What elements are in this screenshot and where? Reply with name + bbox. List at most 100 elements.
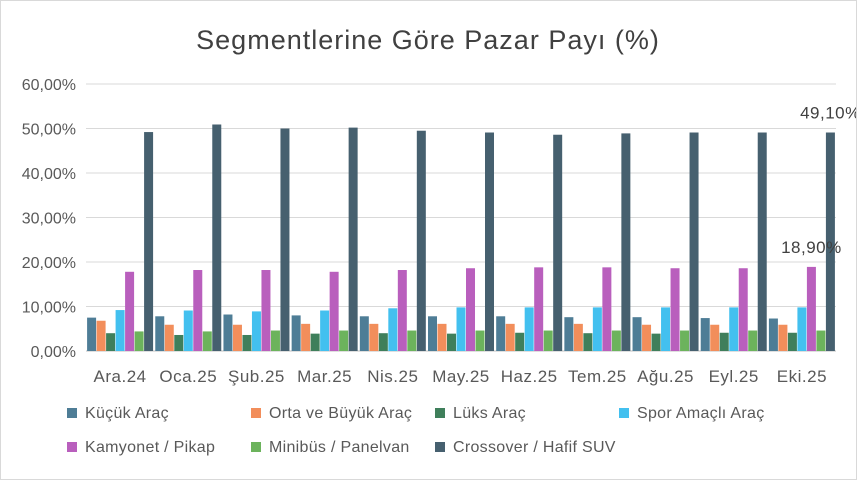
bar xyxy=(359,316,369,351)
bar xyxy=(768,318,778,351)
legend-label: Küçük Araç xyxy=(85,405,169,422)
legend-label: Crossover / Hafif SUV xyxy=(453,439,616,456)
bar xyxy=(583,333,593,351)
bar xyxy=(212,124,222,352)
bar xyxy=(797,307,807,351)
bar xyxy=(748,330,758,351)
bar xyxy=(164,324,174,351)
legend-item: Orta ve Büyük Araç xyxy=(251,405,412,422)
bar xyxy=(407,330,417,351)
bar xyxy=(291,315,301,351)
bar xyxy=(428,316,437,351)
bar xyxy=(193,270,203,351)
bar xyxy=(251,311,261,351)
chart-title: Segmentlerine Göre Pazar Payı (%) xyxy=(196,25,660,55)
bar xyxy=(485,132,494,351)
y-tick-label: 10,00% xyxy=(22,300,76,317)
bar xyxy=(778,324,788,351)
bar xyxy=(348,127,358,351)
bar xyxy=(710,324,720,351)
bar xyxy=(592,307,602,351)
bar xyxy=(329,271,339,351)
data-label: 49,10% xyxy=(800,104,856,123)
legend-item: Küçük Araç xyxy=(67,405,169,422)
bar xyxy=(447,333,456,351)
x-tick-label: Tem.25 xyxy=(568,367,627,386)
bar xyxy=(456,307,466,351)
bar xyxy=(564,317,574,351)
legend-item: Spor Amaçlı Araç xyxy=(619,405,764,422)
bar xyxy=(611,330,621,351)
bar xyxy=(689,132,699,351)
legend-item: Kamyonet / Pikap xyxy=(67,439,215,456)
bar xyxy=(397,270,407,351)
bar xyxy=(632,317,642,351)
bar xyxy=(183,310,193,351)
legend-swatch xyxy=(251,442,261,452)
bar xyxy=(505,323,515,351)
bar xyxy=(738,268,748,351)
bar xyxy=(232,324,242,351)
bar xyxy=(223,314,233,351)
bar xyxy=(174,334,184,351)
legend: Küçük Araç Orta ve Büyük Araç Lüks Araç Spo… xyxy=(67,405,764,456)
x-tick-label: Ara.24 xyxy=(94,367,147,386)
data-labels: 49,10% 18,90% xyxy=(781,104,857,257)
legend-label: Minibüs / Panelvan xyxy=(269,439,410,456)
bar xyxy=(106,333,116,351)
legend-item: Lüks Araç xyxy=(435,405,526,422)
bar xyxy=(475,330,485,351)
bar xyxy=(573,323,583,351)
bar xyxy=(339,330,349,351)
y-axis-ticks: 0,00% 10,00% 20,00% 30,00% 40,00% 50,00% 60,00… xyxy=(22,77,76,361)
legend-label: Lüks Araç xyxy=(453,405,526,422)
bar xyxy=(301,323,311,351)
legend-item: Minibüs / Panelvan xyxy=(251,439,410,456)
legend-label: Kamyonet / Pikap xyxy=(85,439,215,456)
y-tick-label: 40,00% xyxy=(22,166,76,183)
bar xyxy=(642,324,652,351)
x-tick-label: Eki.25 xyxy=(777,367,827,386)
y-tick-label: 30,00% xyxy=(22,211,76,228)
bar xyxy=(515,332,525,351)
bar xyxy=(310,333,320,351)
y-tick-label: 60,00% xyxy=(22,77,76,94)
bar xyxy=(388,308,398,351)
bar xyxy=(242,334,252,351)
legend-swatch xyxy=(251,408,261,418)
bar xyxy=(621,133,631,351)
legend-item: Crossover / Hafif SUV xyxy=(435,439,616,456)
bar xyxy=(96,320,106,351)
x-tick-label: Mar.25 xyxy=(297,367,352,386)
bar xyxy=(369,323,379,351)
bar xyxy=(524,307,534,351)
x-tick-label: Şub.25 xyxy=(228,367,285,386)
bar xyxy=(202,331,212,351)
x-tick-label: May.25 xyxy=(432,367,490,386)
bar xyxy=(125,271,135,351)
bar xyxy=(602,267,612,351)
bar xyxy=(757,132,767,351)
legend-swatch xyxy=(435,442,445,452)
bar xyxy=(806,266,816,351)
x-tick-label: Oca.25 xyxy=(159,367,217,386)
bar xyxy=(466,268,475,351)
x-tick-label: Ağu.25 xyxy=(637,367,694,386)
bar xyxy=(534,267,544,351)
x-tick-label: Haz.25 xyxy=(501,367,558,386)
bar xyxy=(651,333,661,351)
x-tick-label: Eyl.25 xyxy=(709,367,759,386)
bar xyxy=(320,310,330,351)
legend-swatch xyxy=(619,408,629,418)
x-axis-ticks: Ara.24 Oca.25 Şub.25 Mar.25 Nis.25 May.25 Haz.… xyxy=(94,367,827,386)
bar xyxy=(729,307,739,351)
bar xyxy=(378,333,388,351)
bar xyxy=(87,317,97,351)
legend-swatch xyxy=(67,442,77,452)
y-tick-label: 50,00% xyxy=(22,122,76,139)
legend-swatch xyxy=(435,408,445,418)
bar xyxy=(437,323,447,351)
gridlines xyxy=(86,83,836,352)
data-label: 18,90% xyxy=(781,238,842,257)
